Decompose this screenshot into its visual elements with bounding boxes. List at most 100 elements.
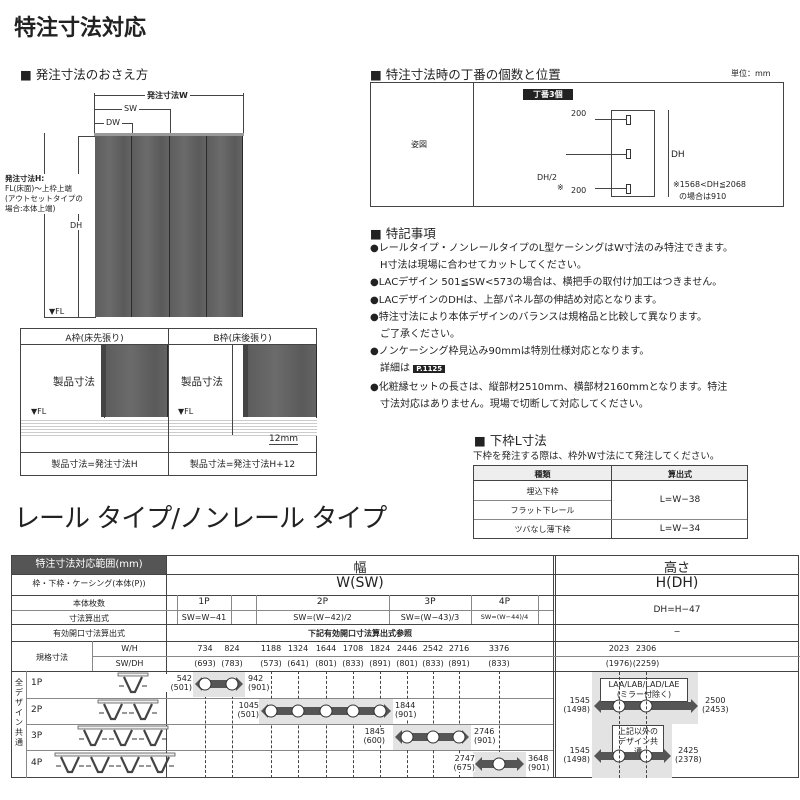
- panel-row-label: 4P: [31, 758, 43, 768]
- arrow-right-icon: [236, 677, 243, 691]
- std-width-value: 2716: [448, 644, 470, 653]
- hinge-count-badge: 丁番3個: [523, 89, 573, 100]
- height-symbol: H(DH): [655, 575, 699, 591]
- standard-size-marker: [198, 677, 212, 691]
- note-line: ●LACデザインのDHは、上部パネル部の伸詰め対応となります。: [370, 294, 663, 306]
- std-width-value: 2446: [396, 644, 418, 653]
- hinge-row-label: 姿図: [411, 140, 427, 149]
- lower-frame-header: 種類: [534, 470, 551, 479]
- width-range-bar: [200, 680, 238, 688]
- section-heading-lower-frame: ■ 下枠L寸法: [474, 433, 547, 448]
- min-height-label: 1545 (1498): [563, 696, 590, 714]
- lower-frame-formula: L=W−38: [659, 495, 701, 505]
- std-width-value: 1708: [342, 644, 364, 653]
- std-sw-value: (801): [396, 659, 418, 668]
- section-subtitle: レール タイプ/ノンレール タイプ: [14, 504, 387, 534]
- lower-frame-formula: L=W−34: [659, 524, 701, 534]
- hinge-mid-label: DH/2: [537, 173, 557, 182]
- std-height-value: 2023: [608, 644, 630, 653]
- panel-width-formula: SW=(W−44)/4: [480, 613, 529, 621]
- range-table: 特注寸法対応範囲(mm) 幅 高さ 枠・下枠・ケーシング(本体(P)) W(SW…: [11, 555, 800, 778]
- std-width-value: 1188: [260, 644, 282, 653]
- std-sw-value: (891): [369, 659, 391, 668]
- panel-row-label: 1P: [31, 678, 43, 688]
- arrow-left-icon: [594, 749, 601, 763]
- hinge-icon: [626, 149, 631, 159]
- max-size-label: 942 (901): [248, 674, 270, 692]
- note-line: 寸法対応はありません。現場で切断して対応してください。: [370, 398, 649, 410]
- min-size-label: 1045 (501): [233, 701, 259, 719]
- std-width-value: 2542: [422, 644, 444, 653]
- height-header: 高さ: [663, 561, 690, 576]
- section-heading-hinge: ■ 特注寸法時の丁番の個数と位置: [370, 67, 561, 82]
- note-line: ●ノンケーシング枠見込み90mmは特別仕様対応となります。: [370, 346, 650, 358]
- frame-b-fl: ▼FL: [178, 407, 194, 416]
- page-title: 特注寸法対応: [14, 16, 147, 41]
- std-width-value: 3376: [488, 644, 510, 653]
- standard-size-marker: [346, 704, 360, 718]
- dh-label: DH: [70, 221, 83, 230]
- std-sw-value: (833): [488, 659, 510, 668]
- panel-row-label: 2P: [31, 705, 43, 715]
- order-width-label: 発注寸法W: [145, 90, 190, 101]
- frame-comparison-table: A枠(床先張り) B枠(床後張り) 製品寸法 ▼FL 製品寸法 ▼FL 12mm…: [20, 328, 317, 476]
- note-line: H寸法は現場に合わせてカットしてください。: [370, 260, 587, 272]
- note-line: ●LACデザイン 501≦SW<573の場合は、横把手の取付け加工はつきません。: [370, 277, 723, 289]
- unit-label: 単位：mm: [731, 69, 771, 78]
- dw-label: DW: [104, 118, 123, 127]
- panel-count: 3P: [424, 597, 436, 607]
- note-line: ●特注寸法により本体デザインのバランスは規格品と比較して異なります。: [370, 311, 708, 323]
- common-design-label: 全デザイン共通: [15, 678, 23, 747]
- standard-size-marker: [400, 730, 414, 744]
- std-sw-value: (641): [287, 659, 309, 668]
- hinge-note: の場合は910: [679, 192, 727, 201]
- lower-frame-type: 埋込下枠: [526, 487, 559, 496]
- std-height-value: 2306: [635, 644, 657, 653]
- standard-size-marker: [452, 730, 466, 744]
- standard-size-marker: [319, 704, 333, 718]
- lower-frame-table: 種類 算出式 埋込下枠 フラット下レール ツバなし薄下枠 L=W−38 L=W−…: [473, 465, 748, 539]
- max-height-label: 2500 (2453): [702, 696, 729, 714]
- hinge-table: 姿図 丁番3個 200 200 DH/2 ※ DH ※1568<DH≦2068 …: [370, 82, 784, 207]
- hinge-icon: [626, 115, 631, 125]
- min-size-label: 1845 (600): [359, 727, 385, 745]
- std-sw-value: (801): [315, 659, 337, 668]
- hinge-icon: [626, 184, 631, 194]
- frame-a-header: A枠(床先張り): [65, 334, 124, 344]
- frame-a-formula: 製品寸法=発注寸法H: [51, 460, 138, 470]
- row-label-frame: 枠・下枠・ケーシング(本体(P)): [32, 579, 146, 588]
- standard-size-marker: [426, 730, 440, 744]
- std-sw-value: (783): [221, 659, 243, 668]
- row-label-formula: 寸法算出式: [69, 614, 109, 623]
- frame-a-fl: ▼FL: [31, 407, 47, 416]
- std-width-value: 1644: [315, 644, 337, 653]
- standard-size-marker: [291, 704, 305, 718]
- frame-b-product-label: 製品寸法: [181, 376, 223, 388]
- min-height-label: 1545 (1498): [563, 746, 590, 764]
- range-table-title: 特注寸法対応範囲(mm): [12, 556, 166, 574]
- std-dh-value: (2259): [632, 659, 660, 668]
- page-reference-link[interactable]: P.1125: [413, 365, 446, 374]
- std-sw-value: (693): [194, 659, 216, 668]
- sw-label: SW: [122, 104, 139, 113]
- std-dh-value: (1976): [605, 659, 633, 668]
- hinge-note: ※1568<DH≦2068: [673, 180, 747, 189]
- folding-door-icon: [117, 672, 149, 694]
- row-label-std: 規格寸法: [36, 653, 68, 662]
- std-sw-value: (833): [422, 659, 444, 668]
- frame-b-header: B枠(床後張り): [213, 334, 272, 344]
- section-heading-order-dims: ■ 発注寸法のおさえ方: [20, 67, 149, 82]
- std-sw-value: (573): [260, 659, 282, 668]
- max-size-label: 3648 (901): [528, 754, 550, 772]
- arrow-right-icon: [691, 699, 698, 713]
- frame-b-formula: 製品寸法=発注寸法H+12: [189, 460, 296, 470]
- section-heading-notes: ■ 特記事項: [370, 226, 436, 241]
- order-height-note: (アウトセットタイプの: [5, 194, 83, 203]
- standard-size-marker: [225, 677, 239, 691]
- design-tag: LAA/LAB/LAD/LAE (ミラー付除く): [600, 678, 688, 702]
- standard-size-marker: [264, 704, 278, 718]
- note-line: ●レールタイプ・ノンレールタイプのL型ケーシングはW寸法のみ特注できます。: [370, 243, 733, 254]
- standard-size-marker: [492, 757, 506, 771]
- panel-count: 1P: [198, 597, 210, 607]
- height-range-bar: [599, 752, 666, 760]
